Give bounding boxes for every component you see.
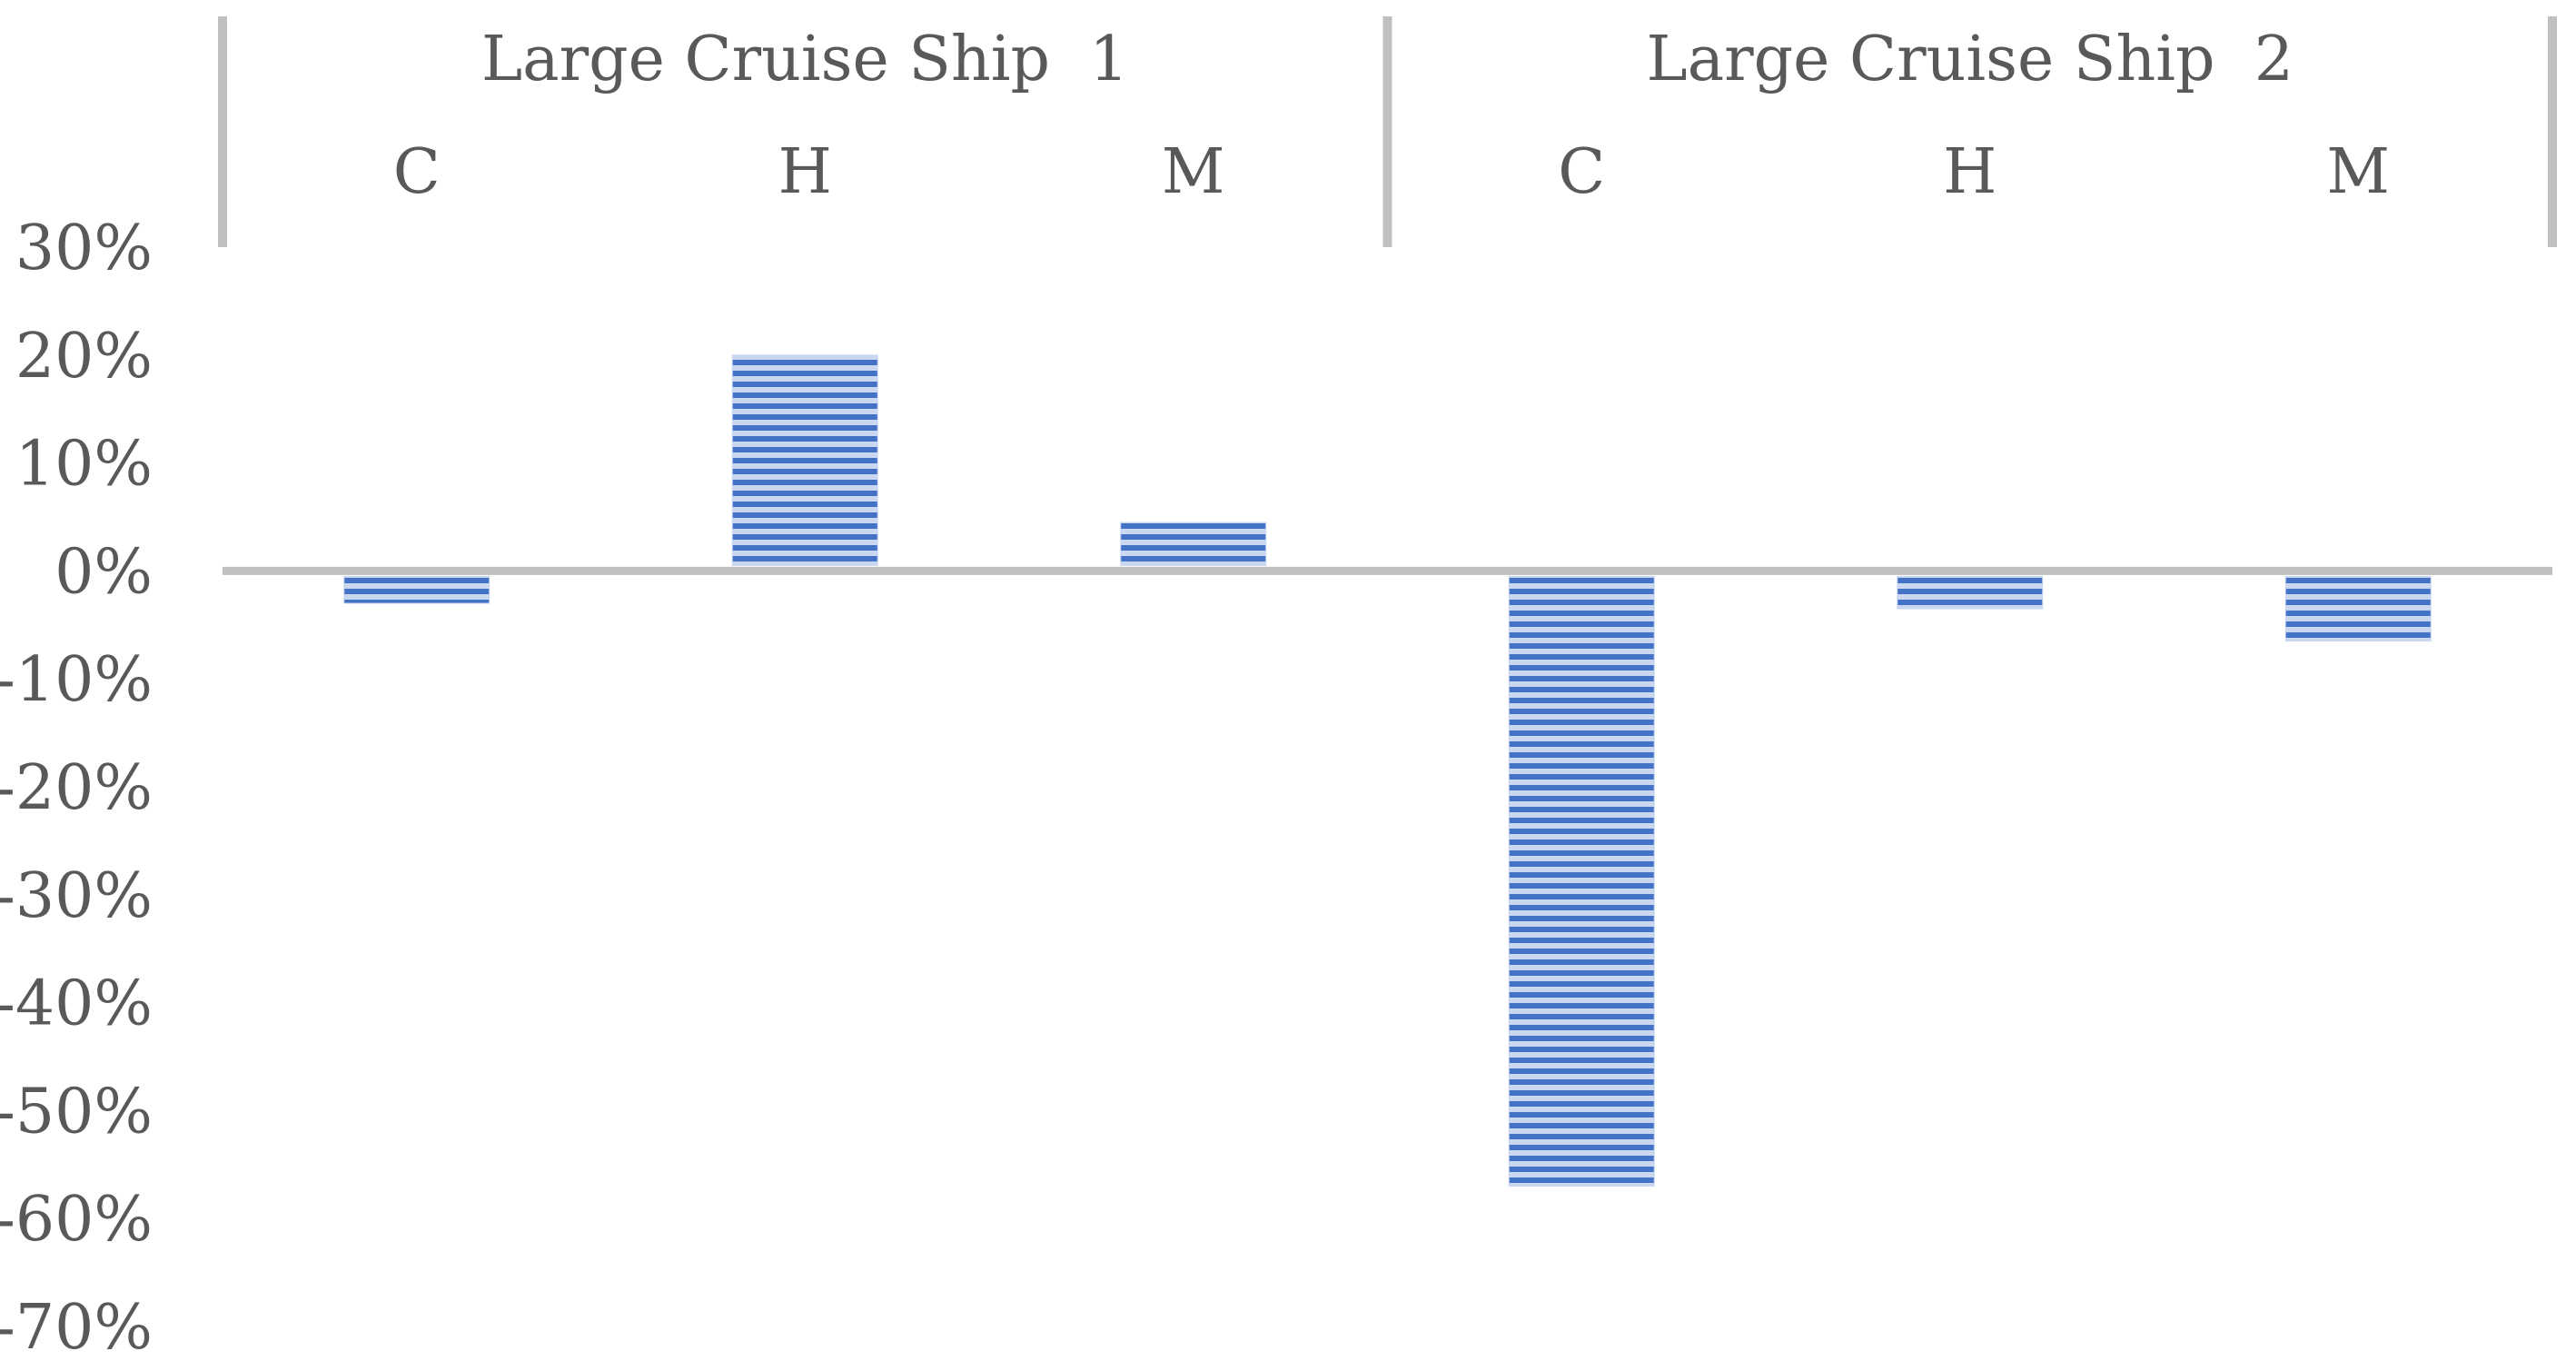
category-label: C bbox=[1558, 136, 1605, 208]
y-axis-tick-labels: 30% 20% 10% 0% -10% -20% -30% -40% -50% -60% -70% bbox=[0, 213, 153, 1364]
bar bbox=[731, 354, 878, 566]
group-label: Large Cruise Ship 1 bbox=[481, 24, 1129, 95]
category-label: M bbox=[1162, 136, 1225, 208]
y-tick-label: -20% bbox=[0, 752, 153, 824]
bar bbox=[2284, 575, 2432, 642]
y-tick-label: -30% bbox=[0, 860, 153, 932]
y-tick-label: 10% bbox=[15, 429, 153, 501]
y-tick-label: 0% bbox=[54, 536, 153, 608]
y-tick-label: 30% bbox=[15, 213, 153, 284]
category-label: H bbox=[778, 136, 832, 208]
category-label: C bbox=[393, 136, 441, 208]
y-tick-label: -70% bbox=[0, 1292, 153, 1364]
y-tick-label: -50% bbox=[0, 1076, 153, 1147]
bar bbox=[343, 575, 490, 604]
category-label: H bbox=[1943, 136, 1996, 208]
bar bbox=[1897, 575, 2044, 610]
bar bbox=[1508, 575, 1655, 1187]
y-tick-label: 20% bbox=[15, 321, 153, 392]
y-tick-label: -40% bbox=[0, 969, 153, 1040]
group-labels: Large Cruise Ship 1 Large Cruise Ship 2 bbox=[481, 24, 2294, 95]
category-label: M bbox=[2326, 136, 2390, 208]
bars bbox=[343, 354, 2432, 1187]
axis-lines bbox=[218, 16, 2557, 575]
bar bbox=[1120, 522, 1267, 566]
group-label: Large Cruise Ship 2 bbox=[1646, 24, 2294, 95]
y-tick-label: -10% bbox=[0, 644, 153, 716]
y-tick-label: -60% bbox=[0, 1184, 153, 1256]
